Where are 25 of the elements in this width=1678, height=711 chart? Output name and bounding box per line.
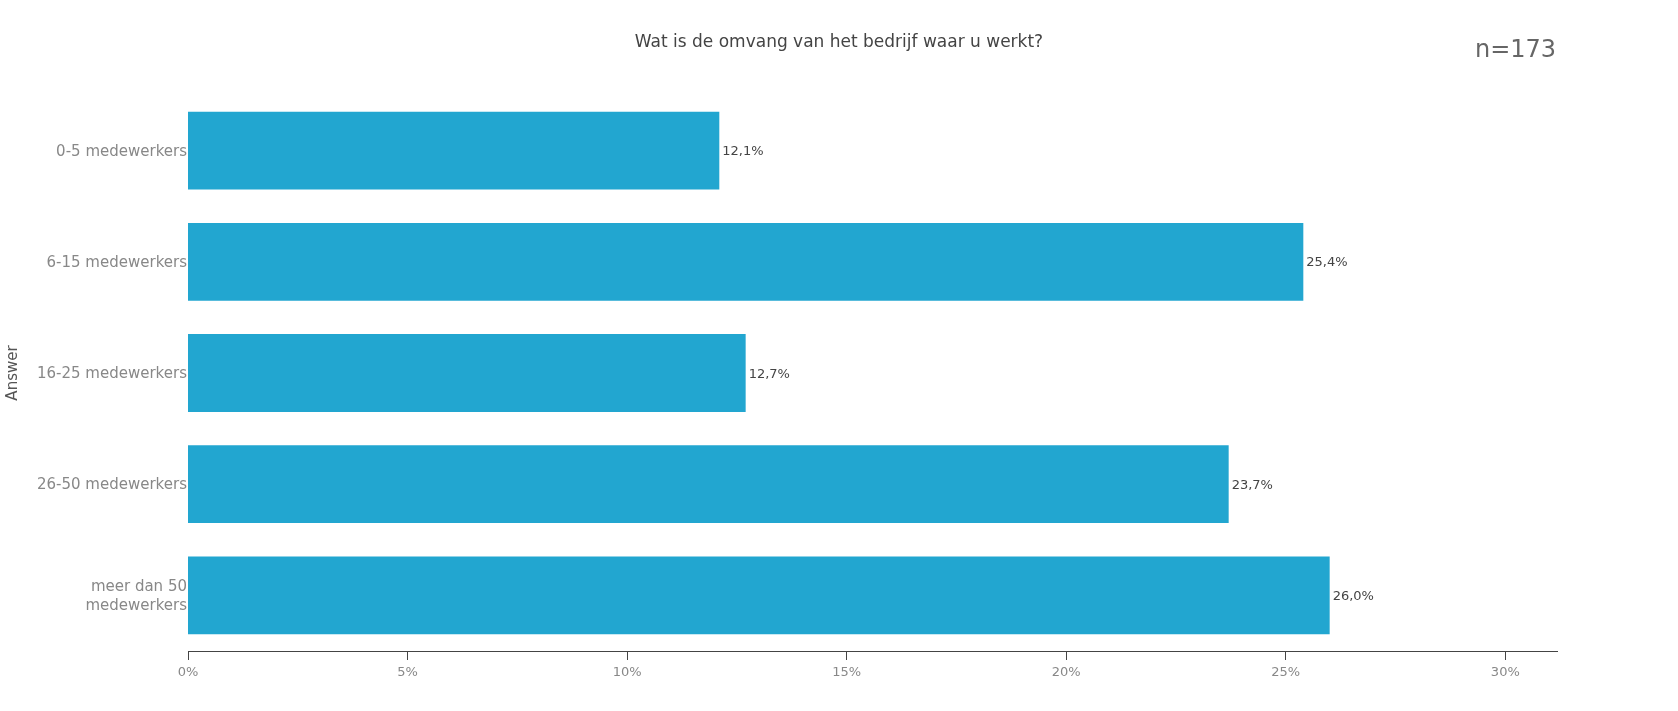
y-tick-label: 6-15 medewerkers bbox=[46, 253, 188, 272]
y-tick-label: 16-25 medewerkers bbox=[37, 364, 188, 383]
y-tick-label: meer dan 50 medewerkers bbox=[85, 576, 188, 615]
data-label: 23,7% bbox=[1231, 476, 1273, 492]
y-axis-title: Answer bbox=[3, 344, 22, 401]
data-label: 12,1% bbox=[722, 143, 764, 159]
x-tick-label: 5% bbox=[397, 663, 418, 679]
x-tick-label: 0% bbox=[177, 663, 199, 679]
x-tick-label: 20% bbox=[1051, 663, 1081, 679]
x-tick-label: 30% bbox=[1490, 663, 1520, 679]
bar bbox=[188, 445, 1229, 524]
bar bbox=[188, 222, 1304, 301]
x-tick-label: 10% bbox=[612, 663, 642, 679]
data-label: 26,0% bbox=[1332, 587, 1374, 603]
bar bbox=[188, 334, 746, 412]
y-tick-label: 26-50 medewerkers bbox=[37, 475, 188, 494]
x-tick-label: 25% bbox=[1271, 663, 1301, 679]
x-tick-label: 15% bbox=[832, 663, 862, 679]
chart-title: Wat is de omvang van het bedrijf waar u werkt? bbox=[634, 31, 1044, 52]
data-label: 12,7% bbox=[748, 365, 790, 381]
data-label: 25,4% bbox=[1306, 254, 1348, 270]
bar bbox=[188, 556, 1330, 635]
y-tick-label: 0-5 medewerkers bbox=[56, 141, 188, 160]
bar bbox=[188, 111, 720, 190]
text: n=173 bbox=[1475, 35, 1557, 63]
